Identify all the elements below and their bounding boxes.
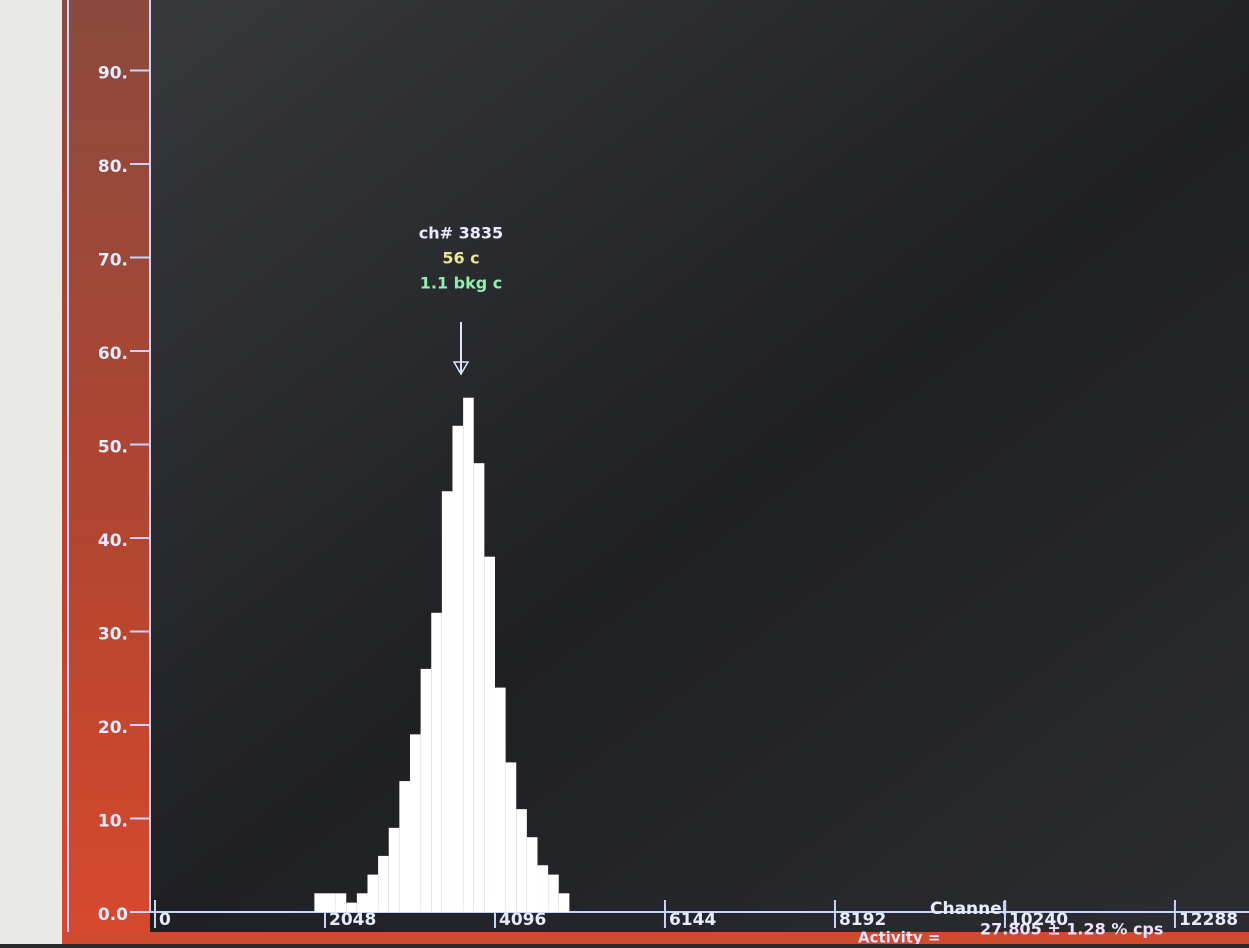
bar (495, 688, 506, 912)
bar (516, 809, 527, 912)
bar (537, 865, 548, 912)
bar (367, 875, 378, 912)
bar (325, 893, 336, 912)
annotation-counts: 56 c (442, 249, 479, 268)
bar (357, 893, 368, 912)
bar (336, 893, 347, 912)
bar (314, 893, 325, 912)
x-axis-label: Channel (930, 899, 1008, 919)
bar (559, 893, 570, 912)
x-tick-label: 4096 (499, 910, 546, 930)
y-axis-panel (62, 0, 150, 944)
screen (0, 0, 1249, 944)
y-tick-label: 0.0 (98, 905, 128, 925)
bar (431, 613, 442, 912)
chart: ch# 3835 56 c 1.1 bkg c Channel Activity… (0, 0, 1249, 944)
bar (442, 491, 453, 912)
bar (421, 669, 432, 912)
bar (527, 837, 538, 912)
bar (452, 426, 463, 912)
bar (399, 781, 410, 912)
bar (463, 398, 474, 912)
y-tick-label: 40. (98, 531, 128, 551)
bezel (0, 0, 62, 944)
bar (378, 856, 389, 912)
page: ch# 3835 56 c 1.1 bkg c Channel Activity… (0, 0, 1249, 944)
bar (506, 762, 517, 912)
y-tick-label: 80. (98, 157, 128, 177)
bar (346, 903, 357, 912)
bar (410, 734, 421, 912)
x-tick-label: 12288 (1179, 910, 1238, 930)
bar (548, 875, 559, 912)
y-tick-label: 30. (98, 624, 128, 644)
x-tick-label: 10240 (1009, 910, 1068, 930)
x-tick-label: 6144 (669, 910, 716, 930)
y-tick-label: 70. (98, 250, 128, 270)
x-tick-label: 2048 (329, 910, 376, 930)
annotation-channel: ch# 3835 (419, 224, 503, 243)
annotation-background: 1.1 bkg c (420, 274, 503, 293)
bar (389, 828, 400, 912)
y-tick-label: 60. (98, 344, 128, 364)
y-tick-label: 10. (98, 811, 128, 831)
y-tick-label: 90. (98, 63, 128, 83)
status-value: 27.805 ± 1.28 % cps (980, 920, 1163, 939)
x-tick-label: 8192 (839, 910, 886, 930)
status-label: Activity = (858, 929, 940, 945)
y-tick-label: 50. (98, 437, 128, 457)
bar (484, 557, 495, 912)
x-tick-label: 0 (159, 910, 171, 930)
y-tick-label: 20. (98, 718, 128, 738)
bar (474, 463, 485, 912)
